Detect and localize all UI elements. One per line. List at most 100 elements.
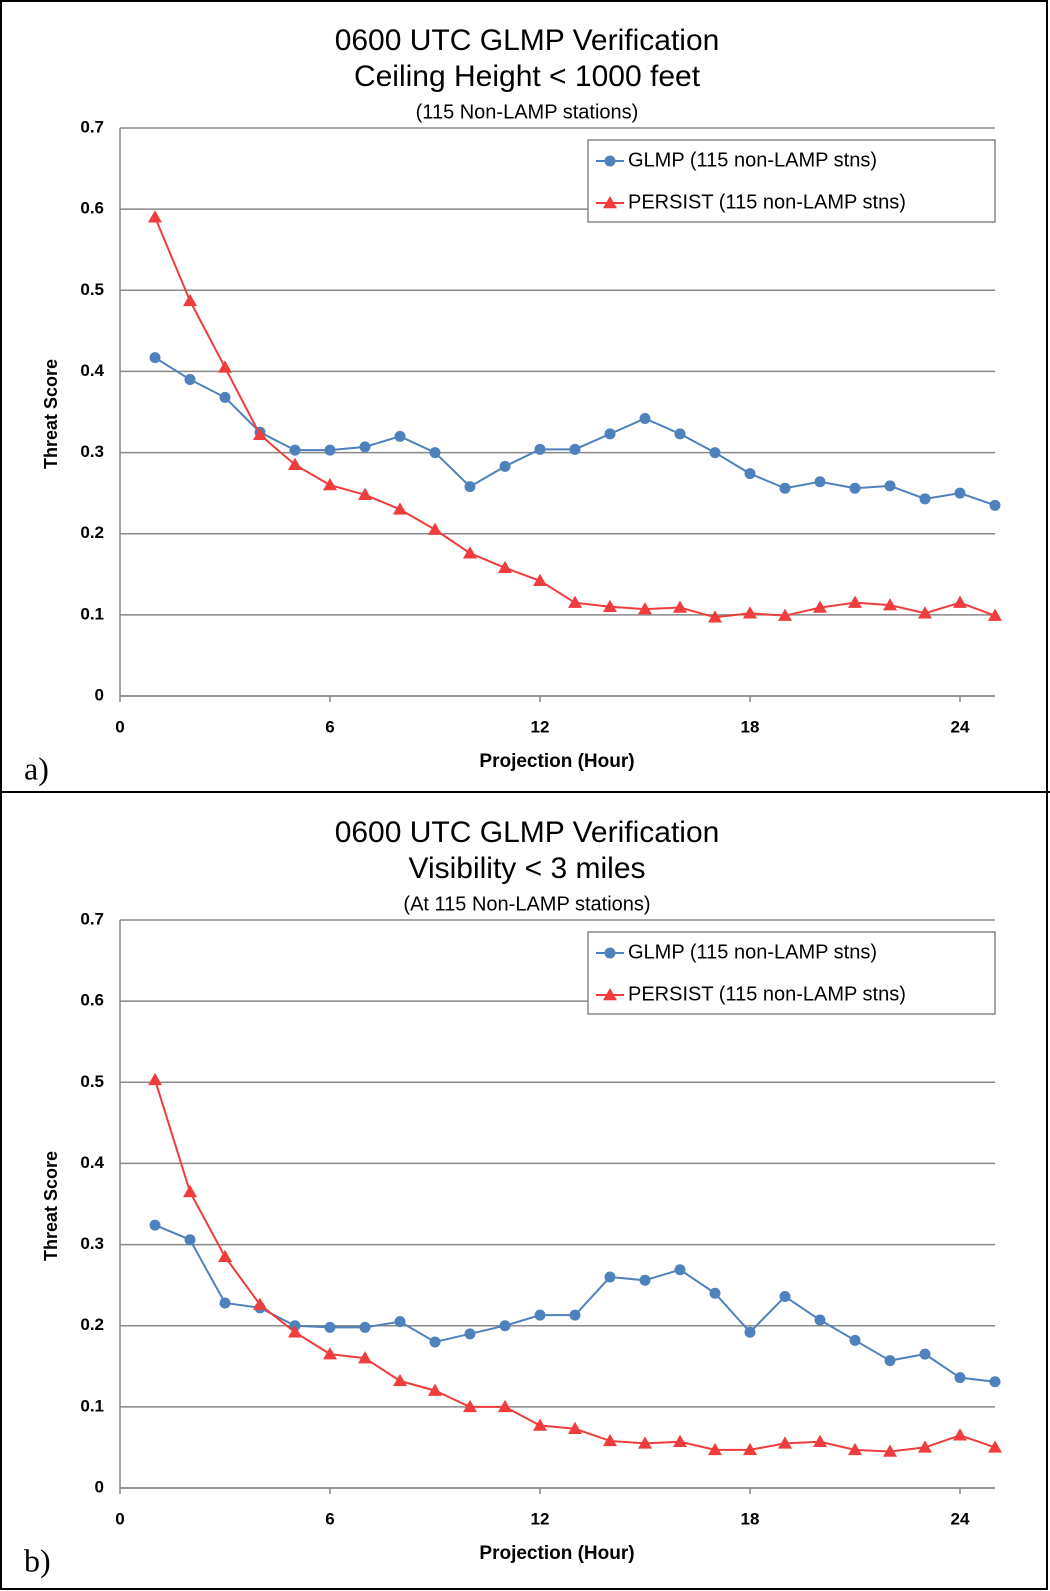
y-tick-label: 0.5	[80, 1072, 104, 1091]
y-axis-label: Threat Score	[41, 1151, 61, 1261]
chart-subtitle: Ceiling Height < 1000 feet	[354, 60, 701, 93]
triangle-marker	[323, 1347, 337, 1360]
x-tick-label: 0	[115, 1509, 124, 1528]
x-tick-label: 12	[531, 717, 550, 736]
triangle-marker	[813, 1434, 827, 1447]
y-tick-label: 0.4	[80, 361, 104, 380]
circle-marker	[674, 1264, 686, 1276]
legend-marker	[604, 947, 616, 959]
y-tick-label: 0.2	[80, 1315, 104, 1334]
circle-marker	[884, 1355, 896, 1367]
circle-marker	[744, 468, 756, 480]
circle-marker	[289, 444, 301, 456]
chart-note: (At 115 Non-LAMP stations)	[403, 893, 650, 915]
triangle-marker	[253, 427, 267, 440]
circle-marker	[604, 428, 616, 440]
circle-marker	[849, 482, 861, 494]
legend-label: GLMP (115 non-LAMP stns)	[628, 941, 877, 963]
circle-marker	[814, 476, 826, 488]
triangle-marker	[533, 573, 547, 587]
circle-marker	[429, 447, 441, 459]
legend-label: PERSIST (115 non-LAMP stns)	[628, 983, 906, 1005]
circle-marker	[324, 444, 336, 456]
circle-marker	[954, 1372, 966, 1384]
chart-title: 0600 UTC GLMP Verification	[335, 24, 720, 57]
circle-marker	[464, 481, 476, 493]
triangle-marker	[183, 293, 197, 307]
triangle-marker	[288, 457, 302, 470]
circle-marker	[324, 1321, 336, 1333]
y-tick-label: 0.1	[80, 604, 104, 623]
x-tick-label: 24	[951, 717, 970, 736]
panel-label: b)	[24, 1542, 51, 1578]
circle-marker	[919, 493, 931, 505]
triangle-marker	[883, 598, 897, 611]
circle-marker	[359, 1321, 371, 1333]
triangle-marker	[183, 1184, 197, 1198]
legend-marker	[604, 155, 616, 167]
triangle-marker	[428, 1383, 442, 1396]
triangle-marker	[358, 1351, 372, 1364]
triangle-marker	[638, 602, 652, 615]
legend-label: GLMP (115 non-LAMP stns)	[628, 149, 877, 171]
y-tick-label: 0.6	[80, 991, 104, 1010]
circle-marker	[954, 487, 966, 499]
legend-marker	[603, 988, 617, 1001]
circle-marker	[779, 1291, 791, 1303]
circle-marker	[219, 1297, 231, 1309]
x-tick-label: 18	[741, 717, 760, 736]
circle-marker	[534, 1309, 546, 1321]
triangle-marker	[463, 546, 477, 559]
x-tick-label: 0	[115, 717, 124, 736]
chart-note: (115 Non-LAMP stations)	[416, 101, 639, 123]
y-tick-label: 0.4	[80, 1153, 104, 1172]
circle-marker	[779, 482, 791, 494]
circle-marker	[639, 412, 651, 424]
circle-marker	[429, 1336, 441, 1348]
triangle-marker	[848, 1442, 862, 1456]
circle-marker	[709, 447, 721, 459]
triangle-marker	[498, 1399, 512, 1413]
chart-subtitle: Visibility < 3 miles	[408, 852, 645, 885]
triangle-marker	[848, 595, 862, 608]
triangle-marker	[428, 522, 442, 535]
x-axis-label: Projection (Hour)	[479, 751, 634, 772]
y-tick-label: 0.3	[80, 442, 104, 461]
y-tick-label: 0	[95, 1477, 104, 1496]
x-tick-label: 18	[741, 1509, 760, 1528]
triangle-marker	[813, 600, 827, 613]
triangle-marker	[673, 1434, 687, 1447]
circle-marker	[464, 1328, 476, 1340]
triangle-marker	[603, 1433, 617, 1447]
triangle-marker	[778, 608, 792, 621]
circle-marker	[499, 1320, 511, 1332]
triangle-marker	[253, 1297, 267, 1310]
triangle-marker	[393, 1373, 407, 1387]
triangle-marker	[533, 1418, 547, 1431]
circle-marker	[394, 1316, 406, 1328]
triangle-marker	[568, 1421, 582, 1435]
triangle-marker	[883, 1444, 897, 1457]
y-axis-label: Threat Score	[41, 359, 61, 469]
legend-label: PERSIST (115 non-LAMP stns)	[628, 191, 906, 213]
triangle-marker	[988, 1440, 1002, 1453]
x-tick-label: 6	[325, 717, 334, 736]
panel-label: a)	[24, 750, 49, 786]
x-tick-label: 12	[531, 1509, 550, 1528]
circle-marker	[744, 1326, 756, 1338]
triangle-marker	[743, 606, 757, 619]
legend-box	[587, 931, 996, 1015]
triangle-marker	[218, 1249, 232, 1262]
circle-marker	[884, 480, 896, 492]
triangle-marker	[568, 595, 582, 608]
circle-marker	[709, 1287, 721, 1299]
circle-marker	[359, 441, 371, 453]
y-tick-label: 0.6	[80, 199, 104, 218]
y-tick-label: 0.7	[80, 909, 104, 928]
y-tick-label: 0.7	[80, 117, 104, 136]
x-axis-label: Projection (Hour)	[479, 1543, 634, 1564]
circle-marker	[604, 1271, 616, 1283]
